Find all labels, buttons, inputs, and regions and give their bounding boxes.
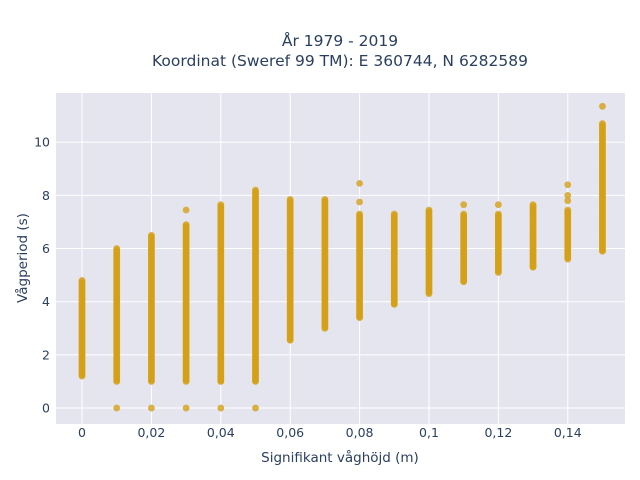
data-point xyxy=(148,378,155,385)
data-point xyxy=(529,263,537,271)
y-axis-title: Vågperiod (s) xyxy=(14,213,31,303)
x-tick-label: 0,06 xyxy=(276,425,304,440)
data-points xyxy=(78,102,606,412)
point-column xyxy=(460,201,468,286)
y-tick-label: 6 xyxy=(42,241,50,256)
x-tick-label: 0,04 xyxy=(207,425,235,440)
data-point xyxy=(599,247,606,255)
point-column xyxy=(564,181,572,263)
point-column xyxy=(78,277,86,380)
y-tick-label: 0 xyxy=(42,401,50,416)
data-point xyxy=(564,191,572,199)
x-tick-label: 0,12 xyxy=(484,425,512,440)
point-column xyxy=(599,102,606,255)
data-point xyxy=(252,404,259,412)
point-column xyxy=(529,201,537,271)
data-point xyxy=(460,201,468,209)
data-point xyxy=(460,278,468,286)
data-point xyxy=(148,404,155,412)
data-point xyxy=(182,378,190,385)
x-tick-label: 0,08 xyxy=(346,425,374,440)
x-tick-label: 0,02 xyxy=(137,425,165,440)
point-column xyxy=(321,195,329,332)
data-point xyxy=(321,324,329,332)
y-tick-label: 8 xyxy=(42,188,50,203)
data-point xyxy=(564,197,572,205)
data-point xyxy=(252,378,259,385)
data-point xyxy=(425,290,433,298)
point-column xyxy=(252,186,259,412)
point-column xyxy=(425,206,433,298)
chart-title-line2: Koordinat (Sweref 99 TM): E 360744, N 62… xyxy=(152,52,528,70)
x-tick-label: 0,1 xyxy=(419,425,439,440)
point-column xyxy=(217,201,225,412)
point-column xyxy=(148,231,155,412)
x-axis-ticks: 0 0,02 0,04 0,06 0,08 0,1 0,12 0,14 xyxy=(78,425,582,440)
data-point xyxy=(217,378,225,385)
y-tick-label: 10 xyxy=(34,135,50,150)
data-point xyxy=(182,206,190,214)
point-column xyxy=(286,195,294,344)
data-point xyxy=(356,314,363,322)
data-point xyxy=(113,378,121,385)
x-tick-label: 0,14 xyxy=(554,425,582,440)
data-point xyxy=(390,300,398,308)
data-point xyxy=(217,404,225,412)
data-point xyxy=(78,372,86,380)
point-column xyxy=(494,201,502,276)
y-tick-label: 2 xyxy=(42,347,50,362)
data-point xyxy=(113,404,121,412)
data-point xyxy=(356,198,363,206)
x-axis-title: Signifikant våghöjd (m) xyxy=(261,449,419,466)
data-point xyxy=(356,179,363,187)
data-point xyxy=(494,269,502,276)
data-point xyxy=(564,255,572,263)
chart-title-line1: År 1979 - 2019 xyxy=(282,31,398,50)
point-column xyxy=(390,210,398,308)
y-axis-ticks: 0 2 4 6 8 10 xyxy=(34,135,50,416)
x-tick-label: 0 xyxy=(78,425,86,440)
point-column xyxy=(113,245,121,412)
point-column xyxy=(356,179,363,322)
point-column xyxy=(182,206,190,412)
data-point xyxy=(599,102,606,110)
data-point xyxy=(564,181,572,189)
data-point xyxy=(286,336,294,344)
data-point xyxy=(252,370,259,377)
y-tick-label: 4 xyxy=(42,294,50,309)
data-point xyxy=(182,404,190,412)
data-point xyxy=(494,201,502,209)
